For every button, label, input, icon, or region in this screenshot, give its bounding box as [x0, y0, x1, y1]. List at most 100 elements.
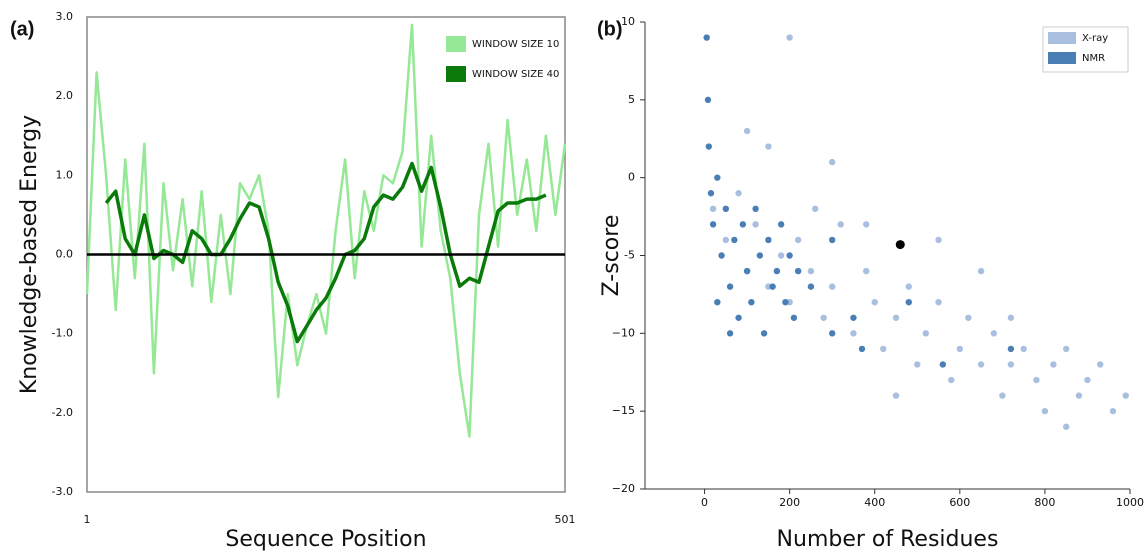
scatter-point [1109, 407, 1117, 415]
scatter-point [752, 221, 759, 228]
scatter-point [1084, 376, 1091, 384]
scatter-point [990, 330, 998, 337]
x-tick-label: 0 [701, 496, 708, 509]
scatter-point [722, 205, 730, 212]
scatter-point [905, 299, 912, 306]
scatter-point [786, 34, 793, 41]
y-tick-label: 1.0 [56, 168, 74, 181]
scatter-point [939, 361, 947, 368]
scatter-point [837, 221, 844, 228]
y-tick-label: −20 [612, 482, 635, 495]
scatter-point [914, 361, 921, 368]
y-axis-label: Z-score [599, 215, 624, 297]
scatter-point [756, 252, 764, 259]
scatter-point [731, 236, 738, 244]
x-tick-label: 400 [864, 496, 885, 509]
scatter-point [1062, 345, 1070, 353]
scatter-point [1007, 361, 1015, 368]
scatter-point [704, 96, 712, 104]
scatter-point [935, 236, 942, 244]
scatter-point [935, 299, 942, 306]
scatter-point [880, 345, 887, 353]
x-tick-label: 800 [1034, 496, 1055, 509]
scatter-point [807, 283, 815, 290]
scatter-point [828, 330, 836, 337]
scatter-point [743, 127, 751, 135]
scatter-point [948, 376, 955, 384]
scatter-point [777, 252, 785, 259]
scatter-point [794, 267, 802, 275]
scatter-point [828, 158, 836, 166]
scatter-point [1062, 423, 1070, 430]
y-tick-label: 2.0 [56, 89, 74, 102]
scatter-point [850, 314, 857, 321]
scatter-point [892, 392, 900, 399]
y-tick-label: −15 [612, 404, 635, 417]
scatter-point [765, 236, 772, 244]
scatter-point [705, 143, 713, 150]
scatter-point [858, 345, 866, 353]
scatter-point [811, 205, 819, 212]
scatter-point [794, 236, 802, 244]
scatter-point [1007, 345, 1015, 353]
legend-swatch [1048, 52, 1076, 64]
panel-label: (b) [597, 18, 623, 40]
scatter-point [1020, 345, 1027, 353]
scatter-point [863, 221, 870, 228]
x-tick-label: 200 [779, 496, 800, 509]
scatter-point [714, 299, 721, 306]
y-tick-label: 3.0 [56, 10, 74, 23]
scatter-point [718, 252, 725, 259]
scatter-point [735, 314, 742, 321]
scatter-point [871, 299, 878, 306]
y-tick-label: -3.0 [52, 485, 73, 498]
x-tick-label: 600 [949, 496, 970, 509]
scatter-point [956, 345, 964, 353]
scatter-point [999, 392, 1006, 399]
scatter-point [892, 314, 900, 321]
highlight-point [895, 240, 905, 250]
x-tick-label: 1000 [1116, 496, 1144, 509]
scatter-point [1075, 392, 1083, 399]
legend-label: WINDOW SIZE 40 [472, 69, 559, 80]
scatter-point [1007, 314, 1015, 321]
y-tick-label: −10 [612, 326, 635, 339]
scatter-point [714, 174, 721, 181]
scatter-point [707, 190, 715, 197]
scatter-point [790, 314, 798, 321]
scatter-point [1041, 407, 1049, 415]
legend-label: WINDOW SIZE 10 [472, 39, 559, 50]
scatter-point [743, 267, 751, 275]
scatter-point [722, 236, 730, 244]
scatter-point [709, 205, 717, 212]
scatter-point [709, 221, 717, 228]
scatter-point [735, 190, 742, 197]
scatter-point [782, 299, 789, 306]
legend-label: NMR [1082, 53, 1105, 64]
scatter-point [977, 361, 985, 368]
scatter-point [965, 314, 972, 321]
scatter-point [786, 252, 793, 259]
scatter-point [1122, 392, 1129, 399]
scatter-point [752, 205, 759, 212]
legend-swatch [446, 66, 466, 82]
y-tick-label: 0 [628, 171, 635, 184]
y-axis-label: Knowledge-based Energy [17, 115, 42, 394]
x-axis-label: Number of Residues [777, 527, 999, 552]
series-line [85, 23, 567, 438]
scatter-point [922, 330, 929, 337]
scatter-point [820, 314, 827, 321]
scatter-point [703, 34, 710, 41]
scatter-point [1097, 361, 1104, 368]
y-tick-label: 0.0 [56, 248, 74, 261]
scatter-point [850, 330, 857, 337]
y-tick-label: -5 [624, 249, 635, 262]
legend-swatch [446, 36, 466, 52]
scatter-point [748, 299, 755, 306]
scatter-point [807, 267, 815, 275]
legend-label: X-ray [1082, 33, 1108, 44]
scatter-point [726, 330, 734, 337]
scatter-point [1050, 361, 1057, 368]
scatter-point [828, 283, 836, 290]
